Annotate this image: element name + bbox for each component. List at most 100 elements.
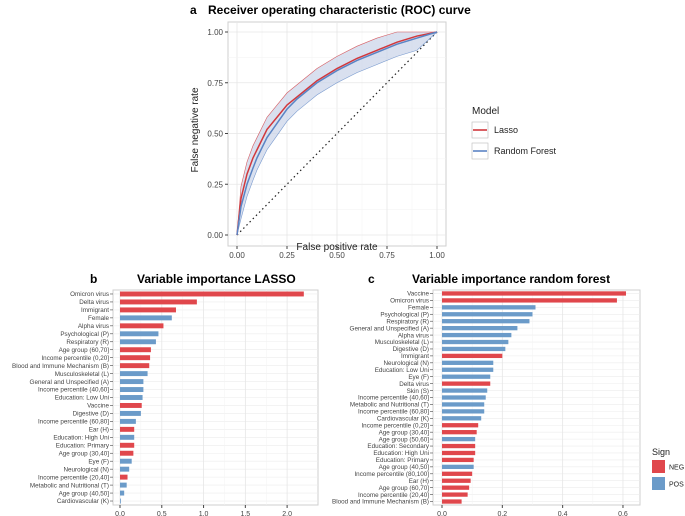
lasso-bar: [120, 442, 135, 448]
rf-bar: [442, 443, 476, 449]
lasso-bar: [120, 482, 127, 488]
lasso-category-label: Neurological (N): [64, 466, 110, 473]
rf-bar: [442, 388, 488, 393]
roc-ylabel: False negative rate: [190, 87, 201, 172]
lasso-category-label: Age group (30,40]: [59, 450, 110, 457]
roc-ytick-label: 0.50: [207, 130, 223, 139]
sign-legend: Sign NEG POS: [652, 447, 684, 490]
rf-bar: [442, 360, 494, 365]
rf-category-label: Income percentile (40,60]: [358, 395, 429, 402]
rf-title: Variable importance random forest: [412, 272, 610, 286]
lasso-bar: [120, 466, 130, 472]
rf-category-label: Income percentile (0,20]: [361, 422, 429, 429]
roc-xtick-label: 0.00: [229, 251, 245, 260]
rf-bar: [442, 436, 476, 442]
rf-bar: [442, 367, 494, 372]
lasso-category-label: Eye (F): [88, 458, 109, 465]
roc-ytick-label: 0.00: [207, 231, 223, 240]
rf-xtick-label: 0.2: [497, 511, 507, 516]
lasso-bar: [120, 498, 121, 504]
lasso-bar: [120, 363, 150, 369]
lasso-xtick-label: 2.0: [282, 511, 292, 516]
rf-category-label: Education: Secondary: [367, 443, 429, 450]
rf-category-label: Income percentile (20,40]: [358, 492, 429, 499]
lasso-category-label: Immigrant: [81, 307, 109, 314]
lasso-category-label: Education: High Uni: [53, 435, 109, 442]
lasso-bar: [120, 402, 142, 408]
roc-line-lasso: [236, 31, 438, 236]
rf-category-label: Musculoskeletal (L): [375, 339, 429, 346]
rf-category-label: Digestive (D): [393, 346, 429, 353]
lasso-bar: [120, 490, 125, 496]
lasso-category-label: Musculoskeletal (L): [55, 371, 109, 378]
roc-legend-label: Lasso: [494, 125, 518, 135]
panel-a-letter: a: [190, 3, 197, 17]
rf-category-label: Age group (40,50]: [379, 464, 430, 471]
sign-legend-key-neg: [652, 460, 665, 473]
rf-bar: [442, 298, 617, 303]
rf-category-label: Psychological (P): [380, 311, 429, 318]
lasso-bar: [120, 291, 304, 297]
roc-xtick-label: 0.25: [279, 251, 295, 260]
sign-legend-label: NEG: [669, 465, 684, 472]
roc-title: Receiver operating characteristic (ROC) …: [208, 3, 471, 17]
lasso-xtick-label: 1.5: [240, 511, 250, 516]
roc-xlabel: False positive rate: [296, 242, 378, 253]
sign-legend-key-pos: [652, 477, 665, 490]
lasso-category-label: Omicron virus: [70, 291, 109, 298]
lasso-xtick-label: 0.0: [115, 511, 125, 516]
rf-category-label: Ear (H): [409, 478, 429, 485]
lasso-category-label: Income percentile (60,80]: [38, 419, 109, 426]
lasso-category-label: Psychological (P): [60, 331, 109, 338]
lasso-category-label: Cardiovascular (K): [57, 498, 109, 505]
rf-category-label: Education: Primary: [376, 457, 430, 464]
panel-b-letter: b: [90, 272, 97, 286]
rf-bar: [442, 291, 626, 296]
lasso-title: Variable importance LASSO: [137, 272, 296, 286]
roc-confidence-band: [237, 32, 437, 235]
rf-bar: [442, 395, 486, 400]
panel-c-letter: c: [368, 272, 375, 286]
lasso-bar: [120, 395, 143, 400]
rf-bar: [442, 402, 485, 407]
roc-xtick-label: 1.00: [429, 251, 445, 260]
rf-category-label: Respiratory (R): [386, 318, 429, 325]
lasso-bar: [120, 371, 148, 377]
lasso-category-label: Respiratory (R): [66, 339, 109, 346]
lasso-bar: [120, 379, 144, 385]
rf-bar: [442, 381, 491, 386]
lasso-category-label: Blood and Immune Mechanism (B): [12, 363, 109, 370]
lasso-category-label: Income percentile (40,60]: [38, 387, 109, 394]
rf-bar: [442, 471, 473, 476]
roc-legend-title: Model: [472, 106, 499, 117]
lasso-bar: [120, 410, 141, 416]
rf-bar: [442, 374, 491, 379]
rf-bar: [442, 492, 468, 497]
roc-line-random-forest: [236, 31, 438, 236]
rf-category-label: Immigrant: [401, 353, 429, 360]
rf-xtick-label: 0.4: [558, 511, 568, 516]
rf-category-label: Skin (S): [407, 388, 429, 395]
sign-legend-title: Sign: [652, 447, 670, 457]
lasso-bar: [120, 307, 176, 313]
lasso-bar: [120, 387, 144, 393]
rf-category-label: Alpha virus: [398, 332, 429, 339]
lasso-category-label: Delta virus: [79, 299, 109, 306]
lasso-bar: [120, 355, 151, 361]
rf-category-label: Omicron virus: [390, 298, 429, 305]
rf-bar: [442, 464, 474, 470]
rf-category-label: Delta virus: [399, 381, 429, 388]
rf-category-label: Education: Low Uni: [375, 367, 429, 374]
rf-category-label: Age group (50,60]: [379, 436, 430, 443]
sign-legend-label: POS: [669, 482, 684, 489]
lasso-bar: [120, 474, 128, 480]
rf-category-label: Metabolic and Nutritional (T): [350, 402, 429, 409]
lasso-category-label: Education: Low Uni: [55, 395, 109, 402]
lasso-bar: [120, 299, 197, 305]
lasso-category-label: Alpha virus: [78, 323, 109, 330]
lasso-category-label: Age group (40,50]: [59, 490, 110, 497]
roc-legend-label: Random Forest: [494, 146, 557, 156]
lasso-category-label: General and Unspecified (A): [30, 379, 109, 386]
rf-bar: [442, 353, 503, 359]
